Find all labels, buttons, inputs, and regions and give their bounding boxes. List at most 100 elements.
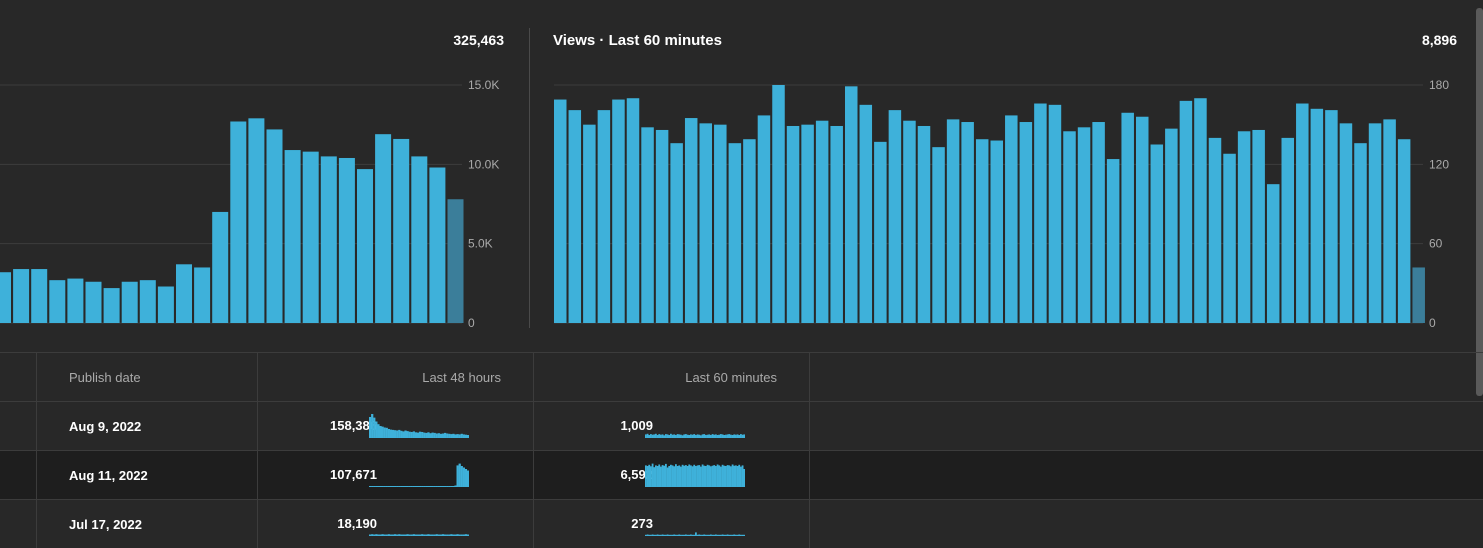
chart-bar[interactable] (1325, 110, 1338, 323)
chart-bar[interactable] (1151, 145, 1164, 324)
chart-bar[interactable] (860, 105, 873, 323)
chart-bar[interactable] (670, 143, 683, 323)
chart-bar[interactable] (122, 282, 138, 323)
chart-bar[interactable] (1092, 122, 1105, 323)
chart-bar[interactable] (393, 139, 409, 323)
chart-bar[interactable] (1238, 131, 1251, 323)
chart-bar[interactable] (1369, 123, 1382, 323)
chart-bar[interactable] (1223, 154, 1236, 323)
chart-bar[interactable] (918, 126, 931, 323)
chart-bar[interactable] (104, 288, 120, 323)
sparkline-bar (718, 435, 720, 438)
chart-bar[interactable] (1311, 109, 1324, 323)
chart-bar[interactable] (1282, 138, 1295, 323)
chart-bar[interactable] (1412, 267, 1425, 323)
sparkline-bar (720, 467, 722, 487)
chart-bar[interactable] (1078, 127, 1091, 323)
chart-bar[interactable] (1165, 129, 1178, 323)
chart-bar[interactable] (830, 126, 843, 323)
chart-bar[interactable] (86, 282, 102, 323)
chart-bar[interactable] (31, 269, 47, 323)
chart-bar[interactable] (801, 125, 814, 323)
chart-bar[interactable] (49, 280, 65, 323)
chart-bar[interactable] (700, 123, 713, 323)
chart-bar[interactable] (932, 147, 945, 323)
chart-bar[interactable] (816, 121, 829, 323)
chart-bar[interactable] (1005, 115, 1018, 323)
chart-bar[interactable] (321, 156, 337, 323)
chart-bar[interactable] (1398, 139, 1411, 323)
chart-bar[interactable] (874, 142, 887, 323)
chart-bar[interactable] (303, 152, 319, 323)
chart-bar[interactable] (1252, 130, 1265, 323)
chart-bar[interactable] (13, 269, 29, 323)
table-row[interactable]: Jul 17, 2022 18,190 273 (0, 500, 1483, 548)
chart-bar[interactable] (448, 199, 464, 323)
chart-bar[interactable] (947, 119, 960, 323)
chart-bar[interactable] (1121, 113, 1134, 323)
chart-bar[interactable] (1180, 101, 1193, 323)
chart-bar[interactable] (612, 100, 625, 323)
chart-bar[interactable] (1107, 159, 1120, 323)
chart-bar[interactable] (772, 85, 785, 323)
chart-bar[interactable] (758, 115, 771, 323)
chart-bar[interactable] (1340, 123, 1353, 323)
chart-bar[interactable] (583, 125, 596, 323)
chart-bar[interactable] (991, 141, 1004, 323)
chart-bar[interactable] (1209, 138, 1222, 323)
chart-bar[interactable] (176, 264, 192, 323)
chart-bar[interactable] (1296, 104, 1309, 323)
header-last-60-minutes[interactable]: Last 60 minutes (534, 353, 810, 402)
chart-bar[interactable] (140, 280, 156, 323)
table-row[interactable]: Aug 11, 2022 107,671 6,592 (0, 451, 1483, 500)
chart-bar[interactable] (339, 158, 355, 323)
chart-bar[interactable] (67, 279, 83, 323)
sparkline-bar (650, 466, 652, 487)
chart-bar[interactable] (429, 168, 445, 323)
chart-bar[interactable] (961, 122, 974, 323)
chart-bar[interactable] (685, 118, 698, 323)
chart-bar[interactable] (1020, 122, 1033, 323)
chart-bar[interactable] (0, 272, 11, 323)
chart-bar[interactable] (641, 127, 654, 323)
sparkline-bar (655, 535, 657, 536)
chart-bar[interactable] (1136, 117, 1149, 323)
chart-bar[interactable] (1267, 184, 1280, 323)
chart-bar[interactable] (411, 156, 427, 323)
chart-bar[interactable] (230, 121, 246, 323)
chart-bar[interactable] (656, 130, 669, 323)
chart-bar[interactable] (889, 110, 902, 323)
chart-bar[interactable] (569, 110, 582, 323)
chart-bar[interactable] (787, 126, 800, 323)
chart-bar[interactable] (714, 125, 727, 323)
chart-bar[interactable] (1049, 105, 1062, 323)
chart-bar[interactable] (375, 134, 391, 323)
header-publish-date[interactable]: Publish date (37, 353, 258, 402)
chart-bar[interactable] (1194, 98, 1207, 323)
chart-bar[interactable] (1354, 143, 1367, 323)
scrollbar[interactable] (1476, 8, 1483, 396)
chart-bar[interactable] (729, 143, 742, 323)
chart-bar[interactable] (267, 129, 283, 323)
sparkline-bar (429, 486, 431, 487)
chart-bar[interactable] (194, 267, 210, 323)
sparkline-bar (373, 535, 375, 537)
chart-bar[interactable] (357, 169, 373, 323)
chart-bar[interactable] (903, 121, 916, 323)
chart-bar[interactable] (743, 139, 756, 323)
sparkline-bar (369, 535, 371, 537)
chart-bar[interactable] (1383, 119, 1396, 323)
chart-bar[interactable] (1034, 104, 1047, 323)
chart-bar[interactable] (1063, 131, 1076, 323)
chart-bar[interactable] (285, 150, 301, 323)
chart-bar[interactable] (158, 287, 174, 323)
chart-bar[interactable] (248, 118, 264, 323)
header-last-48-hours[interactable]: Last 48 hours (258, 353, 534, 402)
chart-bar[interactable] (976, 139, 989, 323)
chart-bar[interactable] (598, 110, 611, 323)
chart-bar[interactable] (845, 86, 858, 323)
chart-bar[interactable] (627, 98, 640, 323)
chart-bar[interactable] (212, 212, 228, 323)
table-row[interactable]: Aug 9, 2022 158,386 1,009 (0, 402, 1483, 451)
chart-bar[interactable] (554, 100, 567, 323)
